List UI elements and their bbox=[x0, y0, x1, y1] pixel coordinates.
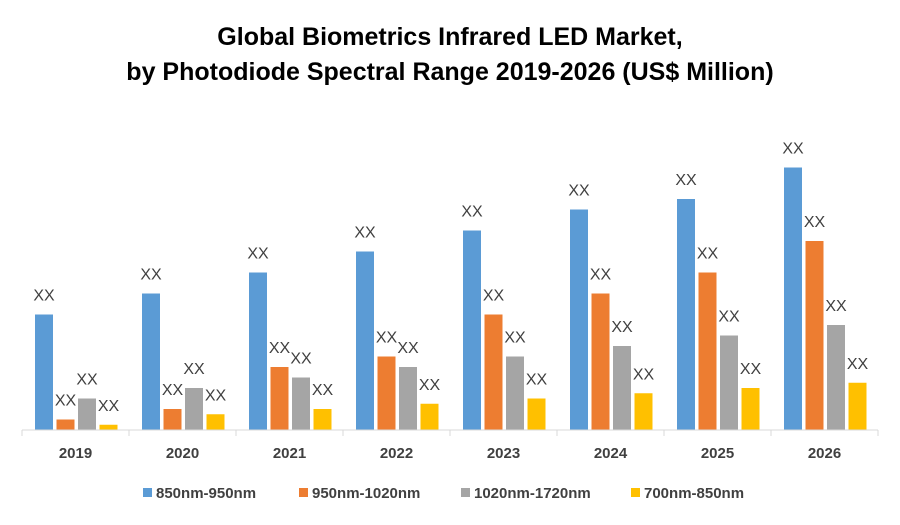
bar bbox=[292, 377, 310, 430]
bar bbox=[784, 167, 802, 430]
bar bbox=[570, 209, 588, 430]
x-tick-label: 2026 bbox=[808, 445, 841, 462]
data-label: XX bbox=[504, 330, 526, 347]
data-label: XX bbox=[740, 361, 762, 378]
legend-swatch bbox=[631, 488, 640, 497]
bar bbox=[185, 388, 203, 430]
chart-title: Global Biometrics Infrared LED Market, bbox=[217, 23, 682, 51]
legend-label: 950nm-1020nm bbox=[312, 485, 420, 502]
x-tick-label: 2023 bbox=[487, 445, 520, 462]
data-label: XX bbox=[461, 204, 483, 221]
x-tick-label: 2024 bbox=[594, 445, 628, 462]
data-label: XX bbox=[247, 246, 269, 263]
legend-label: 700nm-850nm bbox=[644, 485, 744, 502]
bar bbox=[677, 199, 695, 430]
bar bbox=[99, 424, 118, 430]
data-label: XX bbox=[33, 288, 55, 305]
bar bbox=[78, 398, 96, 430]
data-label: XX bbox=[483, 288, 505, 305]
bar bbox=[506, 356, 524, 430]
bar bbox=[313, 409, 332, 430]
bar bbox=[270, 367, 289, 430]
data-label: XX bbox=[397, 340, 419, 357]
x-tick-label: 2025 bbox=[701, 445, 734, 462]
x-axis-ticks bbox=[21, 430, 879, 436]
chart-subtitle: by Photodiode Spectral Range 2019-2026 (… bbox=[126, 58, 773, 86]
x-tick-label: 2020 bbox=[166, 445, 199, 462]
data-label: XX bbox=[290, 351, 312, 368]
bar bbox=[591, 293, 610, 430]
bar bbox=[463, 230, 481, 430]
bar bbox=[206, 414, 225, 430]
bar bbox=[356, 251, 374, 430]
bars-group: XXXXXXXXXXXXXXXXXXXXXXXXXXXXXXXXXXXXXXXX… bbox=[33, 141, 869, 430]
data-label: XX bbox=[98, 398, 120, 415]
bar bbox=[613, 346, 631, 430]
bar bbox=[484, 314, 503, 430]
bar bbox=[720, 335, 738, 430]
data-label: XX bbox=[782, 141, 804, 158]
x-tick-label: 2022 bbox=[380, 445, 413, 462]
data-label: XX bbox=[205, 387, 227, 404]
bar bbox=[142, 293, 160, 430]
data-label: XX bbox=[825, 298, 847, 315]
x-tick-label: 2019 bbox=[59, 445, 92, 462]
data-label: XX bbox=[140, 267, 162, 284]
bar bbox=[399, 367, 417, 430]
data-label: XX bbox=[568, 183, 590, 200]
data-label: XX bbox=[697, 246, 719, 263]
data-label: XX bbox=[718, 309, 740, 326]
legend: 850nm-950nm 950nm-1020nm 1020nm-1720nm 700n… bbox=[143, 485, 744, 502]
legend-swatch bbox=[143, 488, 152, 497]
x-tick-label: 2021 bbox=[273, 445, 306, 462]
data-label: XX bbox=[76, 372, 98, 389]
data-label: XX bbox=[419, 377, 441, 394]
legend-label: 850nm-950nm bbox=[156, 485, 256, 502]
legend-swatch bbox=[461, 488, 470, 497]
data-label: XX bbox=[633, 366, 655, 383]
data-label: XX bbox=[55, 393, 77, 410]
bar bbox=[805, 241, 824, 430]
data-label: XX bbox=[675, 172, 697, 189]
bar bbox=[848, 382, 867, 430]
data-label: XX bbox=[183, 361, 205, 378]
data-label: XX bbox=[804, 214, 826, 231]
data-label: XX bbox=[354, 225, 376, 242]
data-label: XX bbox=[312, 382, 334, 399]
data-label: XX bbox=[376, 330, 398, 347]
bar bbox=[35, 314, 53, 430]
data-label: XX bbox=[590, 267, 612, 284]
bar bbox=[634, 393, 653, 430]
data-label: XX bbox=[526, 372, 548, 389]
legend-swatch bbox=[299, 488, 308, 497]
bar bbox=[163, 409, 182, 430]
data-label: XX bbox=[162, 382, 184, 399]
data-label: XX bbox=[269, 340, 291, 357]
bar bbox=[377, 356, 396, 430]
bar bbox=[527, 398, 546, 430]
x-axis-labels: 2019 2020 2021 2022 2023 2024 2025 2026 bbox=[59, 445, 841, 462]
bar bbox=[827, 325, 845, 430]
bar bbox=[420, 403, 439, 430]
legend-label: 1020nm-1720nm bbox=[474, 485, 591, 502]
bar bbox=[741, 388, 760, 430]
data-label: XX bbox=[847, 356, 869, 373]
bar bbox=[56, 419, 75, 430]
data-label: XX bbox=[611, 319, 633, 336]
bar bbox=[249, 272, 267, 430]
bar bbox=[698, 272, 717, 430]
